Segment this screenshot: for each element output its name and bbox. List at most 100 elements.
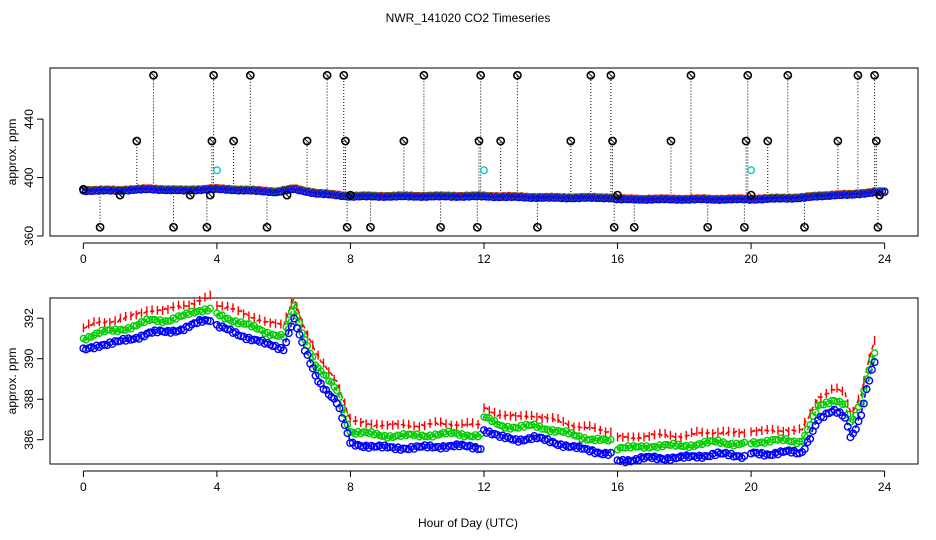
bottom-series-3-point [343,429,352,438]
top-flagged-point [342,222,352,232]
top-flagged-point-mark [668,138,674,144]
top-flagged-point [229,136,239,146]
bottom-series-3-point [716,449,725,458]
bottom-x-tick-label: 12 [477,480,491,494]
bottom-x-tick-label: 16 [611,480,625,494]
top-flagged-point-mark [368,224,373,230]
top-flagged-point-mark [401,138,407,144]
top-flagged-point [608,136,617,146]
top-flagged-point-mark [204,224,210,230]
top-axes: 0 4 8 12 16 20 24 360 400 440 [22,109,892,266]
top-flagged-point [474,136,484,146]
bottom-series-3-point [473,445,482,454]
bottom-series-2-point [798,437,806,446]
top-flagged-point-mark [117,192,123,198]
bottom-series-2-point [482,414,491,422]
top-x-tick-label: 0 [80,252,87,266]
top-flagged-point-mark [324,72,330,78]
bottom-series-3-point [303,350,312,359]
top-flagged-point-mark [705,224,711,230]
top-flagged-point-mark [476,138,482,144]
top-flagged-point [169,222,178,232]
bottom-ylabel: approx. ppm [5,348,19,415]
bottom-series-3-point [862,385,871,394]
bottom-y-tick-label: 386 [22,429,36,449]
top-x-tick-label: 16 [611,252,625,266]
top-flagged-point [740,222,749,232]
bottom-series-2-point [801,431,809,440]
top-flagged-point [476,70,486,80]
top-flagged-point [606,70,616,80]
top-flagged-point-mark [568,138,574,144]
top-flagged-point-mark [341,72,347,78]
top-flagged-point-mark [209,138,215,144]
top-flagged-point [472,222,482,232]
top-flagged-point [533,222,542,232]
top-flagged-point-mark [742,224,747,230]
bottom-series-3-point [841,413,850,422]
top-flagged-point-mark [688,72,694,78]
top-flagged-point-mark [875,224,881,230]
top-flagged-point-mark [247,72,253,78]
bottom-series-3-point [279,346,288,355]
top-flag-lines [82,75,881,228]
top-flagged-point-mark [348,192,353,198]
top-flagged-point [871,136,881,146]
top-x-tick-label: 12 [477,252,491,266]
bottom-axes: 0 4 8 12 16 20 24 386 388 390 392 [22,308,892,494]
top-flagged-point [346,190,355,200]
bottom-series-3-point [284,329,293,338]
top-flagged-point [341,136,350,146]
top-flagged-point [302,136,312,146]
top-y-tick-label: 400 [22,167,36,187]
top-flagged-point-mark [515,72,520,78]
bottom-series-2-point [857,399,865,408]
top-cyan-point [480,166,489,175]
top-flagged-point-mark [535,224,540,230]
bottom-series-2-point [333,386,341,395]
top-flagged-point-mark [171,224,176,230]
top-flagged-point-mark [877,192,882,198]
top-flagged-point-mark [498,138,504,144]
top-flagged-point-mark [748,192,754,198]
bottom-series-2-point [841,400,849,408]
top-flagged-point [185,190,195,200]
top-flagged-point-mark [97,224,103,230]
top-points [78,70,889,232]
top-flagged-point-mark [207,192,213,198]
bottom-series-3-point [857,411,866,420]
top-flagged-point-mark [615,192,620,198]
bottom-series-2-point [287,308,296,316]
bottom-series-2-point [206,304,214,313]
bottom-series-2-point [870,349,879,357]
top-flagged-point-mark [187,192,193,198]
bottom-series-3-point [476,444,485,453]
bottom-series-2-point [811,408,820,416]
bottom-series-2-point [740,438,749,447]
bottom-series-3-point [292,324,301,333]
bottom-series-2-point [852,411,860,419]
top-flagged-point [95,222,105,232]
bottom-y-tick-label: 390 [22,348,36,368]
top-flagged-point-mark [151,72,156,78]
bottom-series-3-point [290,314,299,323]
top-flagged-point [132,136,142,146]
top-flagged-point-mark [608,72,614,78]
bottom-series-2-point [838,400,847,409]
bottom-series-3-line [750,359,876,455]
top-flagged-point-mark [344,224,350,230]
top-y-tick-label: 440 [22,109,36,129]
top-cyan-point [747,166,756,175]
top-x-tick-label: 4 [214,252,221,266]
bottom-y-tick-label: 392 [22,308,36,328]
top-flagged-point [202,222,212,232]
top-flagged-point [873,222,883,232]
bottom-series-3-point [700,452,709,461]
top-flagged-point-mark [631,224,637,230]
bottom-series-3-point [687,452,696,461]
bottom-series-3-point [870,358,879,367]
bottom-series-3-point [206,317,215,326]
top-flagged-point [566,136,576,146]
bottom-x-tick-label: 8 [347,480,354,494]
